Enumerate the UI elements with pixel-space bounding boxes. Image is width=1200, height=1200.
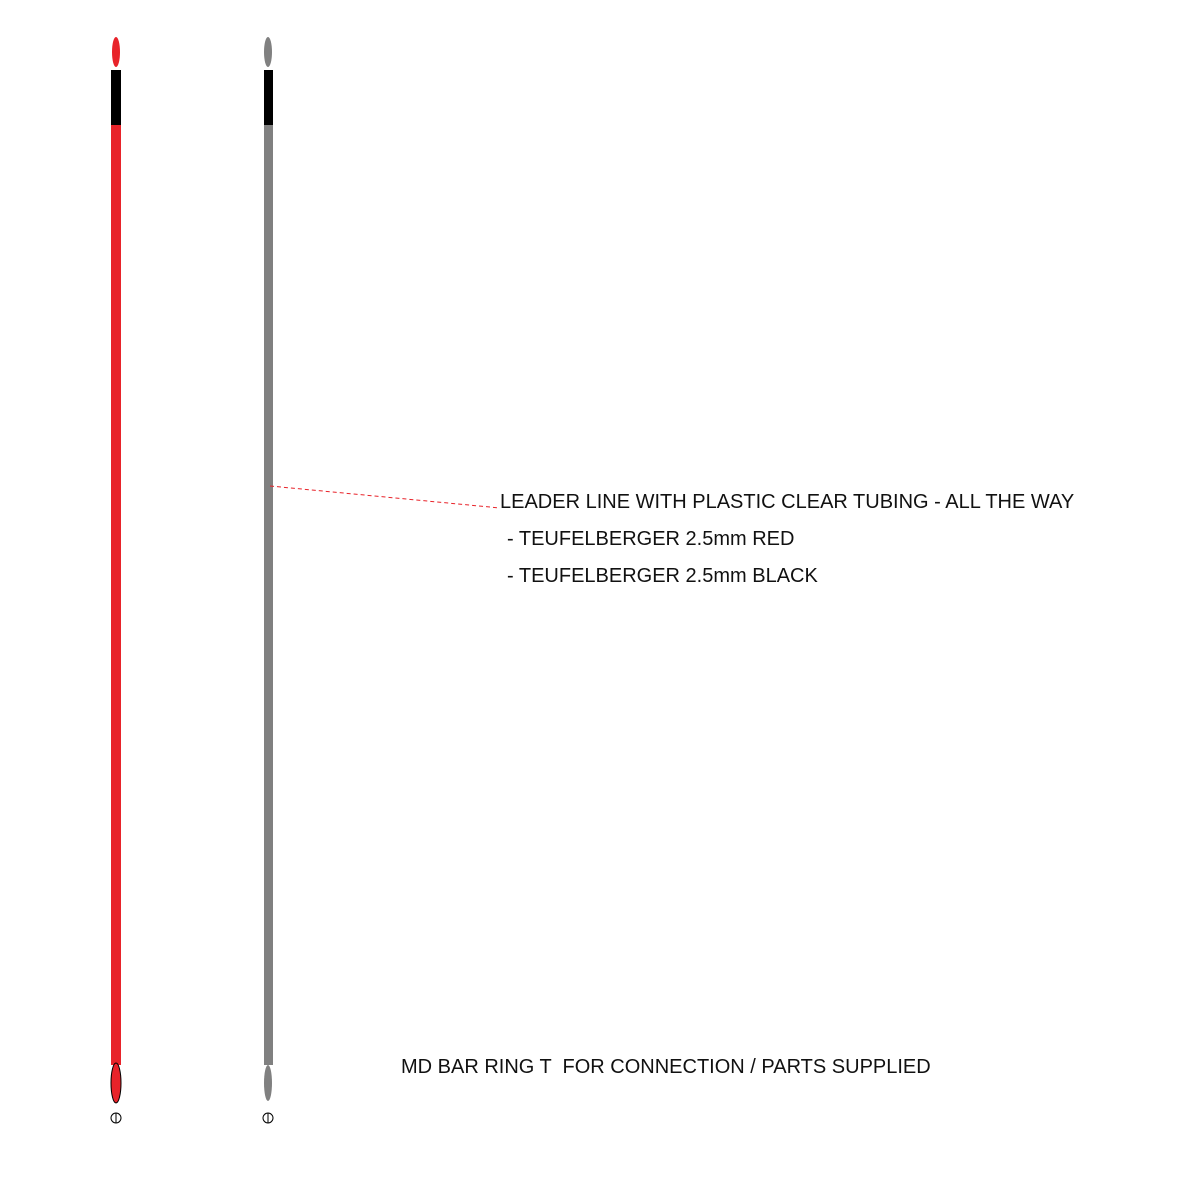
red-sleeve — [111, 70, 121, 125]
red-line — [111, 125, 121, 1065]
item-text: - TEUFELBERGER 2.5mm RED — [507, 528, 795, 550]
item-text: - TEUFELBERGER 2.5mm BLACK — [507, 565, 818, 587]
grey-bottom-loop — [264, 1065, 272, 1101]
red-bottom-loop — [110, 1062, 122, 1104]
footer-text: MD BAR RING T FOR CONNECTION / PARTS SUP… — [401, 1056, 931, 1078]
leader-text: LEADER LINE WITH PLASTIC CLEAR TUBING - … — [500, 491, 1075, 513]
grey-line — [264, 125, 273, 1065]
grey-top-tip — [264, 37, 272, 67]
leader-line — [269, 485, 501, 509]
red-top-tip — [112, 37, 120, 67]
grey-sleeve — [264, 70, 273, 125]
